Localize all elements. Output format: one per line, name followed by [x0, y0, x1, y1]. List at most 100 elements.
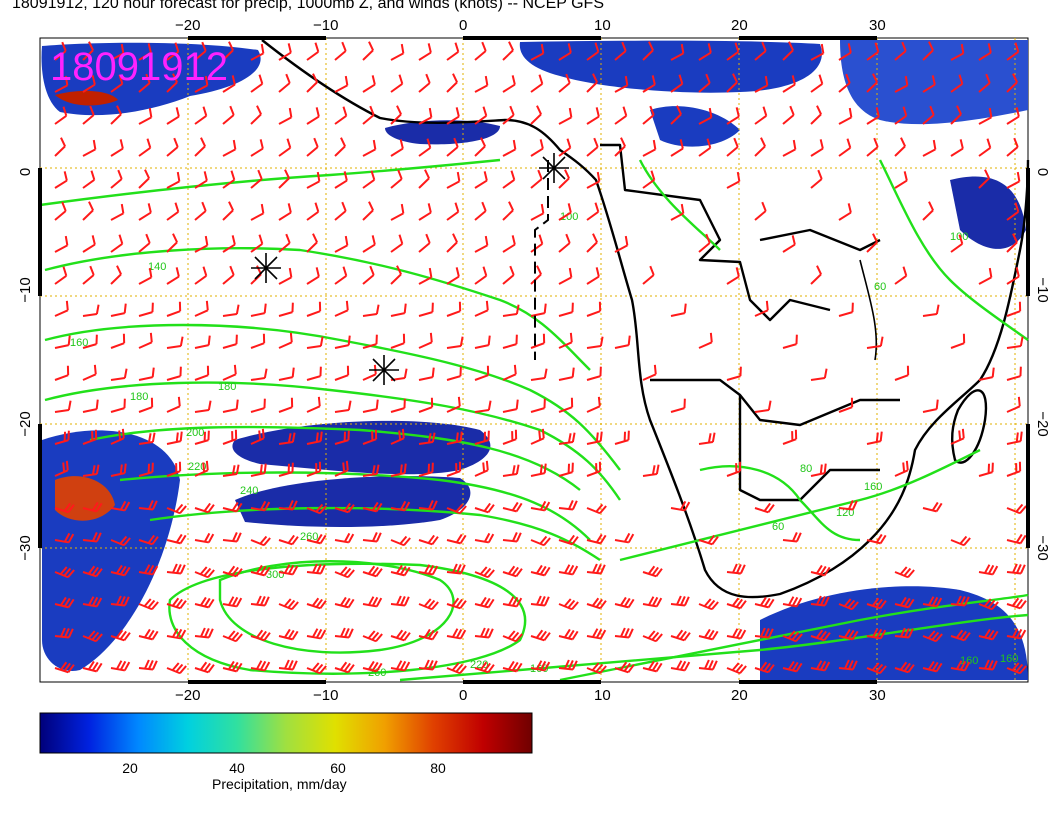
wind-barb: [82, 429, 98, 445]
coastlines: [261, 39, 1030, 599]
wind-barb: [334, 137, 346, 157]
wind-barb: [614, 661, 635, 674]
wind-barb: [670, 105, 682, 125]
madagascar: [950, 389, 988, 464]
wind-barb: [166, 597, 187, 610]
wind-barb: [138, 367, 155, 381]
wind-barb: [894, 365, 910, 381]
wind-barb: [446, 503, 467, 515]
x-axis-top: −20 −10 0 10 20 30: [175, 17, 886, 34]
wind-barb: [362, 75, 376, 93]
wind-barb: [978, 462, 994, 477]
wind-barb: [250, 303, 267, 317]
wind-barb: [978, 598, 999, 611]
wind-barb: [278, 499, 298, 511]
wind-barb: [138, 598, 159, 611]
wind-barb: [362, 41, 374, 61]
wind-barb: [278, 267, 293, 285]
wind-barb: [698, 138, 712, 157]
wind-barb: [530, 629, 551, 642]
wind-barb: [306, 42, 320, 61]
wind-barb: [978, 564, 999, 576]
wind-barb: [390, 234, 404, 253]
wind-barb: [726, 597, 747, 610]
wind-barb: [54, 627, 74, 639]
wind-barb: [110, 398, 126, 413]
wind-barb: [194, 137, 206, 157]
wind-barb: [194, 300, 209, 317]
wind-barb: [642, 105, 655, 125]
wind-barb: [950, 629, 971, 642]
wind-barb: [250, 398, 266, 413]
wind-barb: [558, 302, 574, 317]
wind-barb: [418, 43, 432, 61]
y-tick-label: −10: [1034, 277, 1051, 302]
wind-barb: [222, 660, 243, 673]
wind-barb: [362, 304, 380, 317]
wind-barb: [586, 563, 606, 575]
wind-barb: [362, 139, 377, 157]
precip-nw-core: [55, 90, 118, 106]
wind-barb: [306, 431, 323, 445]
wind-barb: [222, 105, 235, 125]
wind-barb: [726, 267, 740, 285]
wind-barb: [390, 105, 402, 125]
border-2: [650, 378, 900, 427]
wind-barb: [362, 265, 375, 285]
wind-barb: [166, 396, 181, 413]
wind-barb: [614, 235, 629, 253]
wind-barb: [502, 660, 523, 673]
wind-barb: [138, 462, 154, 477]
wind-barb: [670, 303, 687, 317]
wind-barb: [726, 662, 747, 675]
star-marker: [539, 153, 569, 183]
wind-barb: [894, 41, 907, 61]
wind-barb: [306, 396, 321, 413]
wind-barb: [922, 105, 935, 125]
wind-barb: [306, 628, 327, 640]
wind-barb: [222, 464, 240, 477]
contour-label: 140: [148, 261, 166, 273]
wind-barb: [670, 203, 685, 221]
wind-barb: [670, 595, 690, 607]
wind-barb: [642, 660, 663, 673]
wind-barb: [278, 659, 298, 671]
wind-barb: [166, 137, 179, 157]
wind-barb: [586, 107, 600, 125]
wind-barb: [222, 531, 242, 543]
wind-barb: [250, 629, 271, 642]
wind-barb: [390, 660, 411, 672]
wind-barb: [810, 169, 823, 189]
wind-barb: [418, 138, 432, 157]
wind-barb: [586, 431, 603, 445]
wind-barb: [54, 266, 68, 285]
wind-barb: [446, 461, 462, 477]
wind-barb: [530, 660, 551, 672]
wind-barb: [530, 203, 545, 221]
wind-barb: [334, 627, 354, 639]
precip-east-africa: [950, 176, 1026, 249]
wind-barb: [278, 302, 294, 317]
date-stamp: 18091912: [50, 45, 228, 89]
wind-barb: [390, 303, 407, 317]
wind-barb: [194, 335, 211, 349]
wind-barb: [166, 171, 181, 189]
wind-barb: [222, 630, 243, 643]
wind-barb: [894, 171, 908, 189]
wind-barb: [474, 596, 495, 609]
wind-barb: [194, 75, 209, 93]
wind-barb: [474, 201, 487, 221]
axis-ticks: [38, 36, 1030, 684]
wind-barb: [838, 598, 859, 611]
wind-barb: [670, 398, 686, 413]
wind-barb: [810, 629, 831, 642]
wind-barb: [418, 302, 434, 317]
wind-barb: [670, 500, 691, 512]
wind-barb: [1006, 301, 1022, 317]
x-tick-label: 20: [731, 17, 748, 34]
wind-barb: [306, 563, 326, 575]
wind-barb: [222, 399, 239, 413]
wind-barb: [502, 139, 517, 157]
wind-barb: [782, 429, 798, 445]
colorbar-tick: 60: [330, 760, 346, 776]
